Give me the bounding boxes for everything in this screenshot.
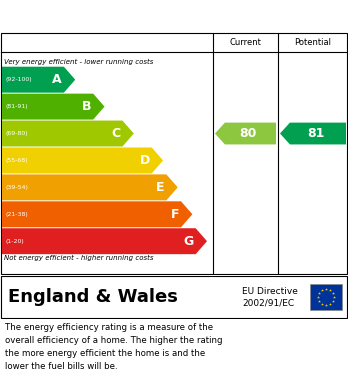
Text: (92-100): (92-100) [5, 77, 32, 82]
Text: A: A [52, 73, 62, 86]
Text: G: G [183, 235, 194, 248]
Text: England & Wales: England & Wales [8, 288, 178, 306]
Text: C: C [111, 127, 120, 140]
Text: (69-80): (69-80) [5, 131, 27, 136]
Text: 81: 81 [307, 127, 324, 140]
Text: (21-38): (21-38) [5, 212, 28, 217]
Text: Energy Efficiency Rating: Energy Efficiency Rating [10, 10, 220, 25]
Text: F: F [171, 208, 179, 221]
Polygon shape [280, 123, 346, 144]
Text: Current: Current [230, 38, 261, 47]
Text: 80: 80 [239, 127, 257, 140]
Polygon shape [2, 147, 163, 173]
Polygon shape [2, 174, 178, 200]
Polygon shape [215, 123, 276, 144]
Text: E: E [156, 181, 164, 194]
Polygon shape [2, 120, 134, 147]
Bar [310, 284, 342, 310]
Text: B: B [82, 100, 91, 113]
Text: (55-68): (55-68) [5, 158, 27, 163]
Text: (39-54): (39-54) [5, 185, 28, 190]
Polygon shape [2, 228, 207, 254]
Text: Very energy efficient - lower running costs: Very energy efficient - lower running co… [4, 59, 153, 65]
Text: EU Directive: EU Directive [242, 287, 298, 296]
Text: (1-20): (1-20) [5, 239, 24, 244]
Text: D: D [140, 154, 150, 167]
Text: Potential: Potential [294, 38, 331, 47]
Polygon shape [2, 67, 75, 93]
Text: Not energy efficient - higher running costs: Not energy efficient - higher running co… [4, 255, 153, 261]
Text: 2002/91/EC: 2002/91/EC [242, 298, 294, 307]
Text: The energy efficiency rating is a measure of the
overall efficiency of a home. T: The energy efficiency rating is a measur… [5, 323, 222, 371]
Polygon shape [2, 201, 192, 227]
Text: (81-91): (81-91) [5, 104, 27, 109]
Polygon shape [2, 93, 104, 120]
